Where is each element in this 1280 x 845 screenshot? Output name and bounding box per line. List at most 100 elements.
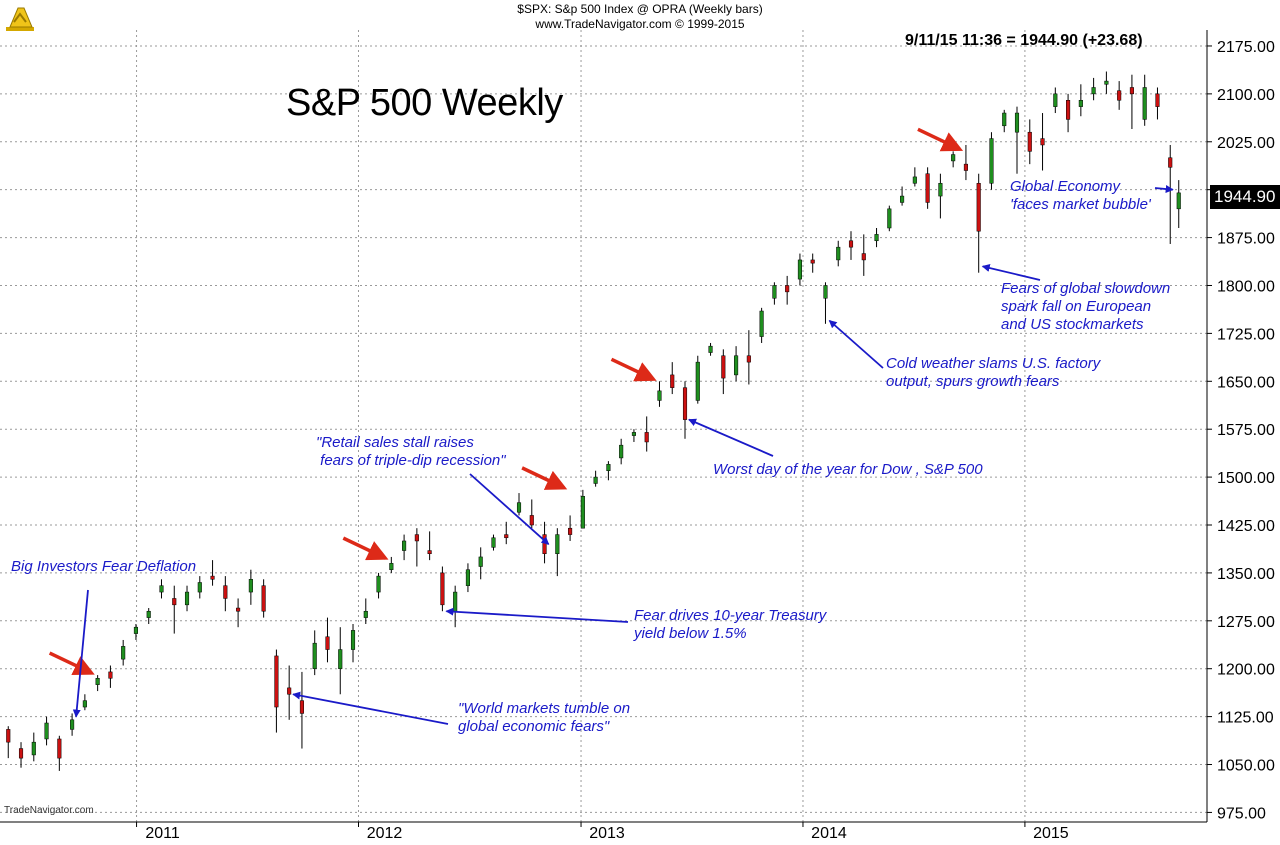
annotation-text: "World markets tumble on global economic … bbox=[458, 700, 630, 735]
candle bbox=[465, 563, 470, 593]
candle-body bbox=[797, 259, 802, 280]
red-highlight-arrow bbox=[342, 536, 389, 561]
candle bbox=[516, 493, 522, 516]
candle-body bbox=[1117, 90, 1122, 101]
candle-body bbox=[504, 534, 509, 539]
candle-body bbox=[912, 176, 917, 184]
annotation-arrow bbox=[1154, 185, 1174, 194]
annotation-arrow bbox=[469, 473, 550, 545]
candle-body bbox=[70, 719, 75, 730]
annotation-arrow bbox=[981, 264, 1041, 281]
candle-body bbox=[759, 310, 764, 337]
annotation: Fear drives 10-year Treasury yield below … bbox=[445, 607, 828, 642]
candle-body bbox=[695, 361, 700, 401]
candle bbox=[236, 598, 241, 628]
candle-body bbox=[976, 183, 981, 232]
candle bbox=[1053, 87, 1058, 114]
candle-body bbox=[121, 646, 126, 660]
candle bbox=[1104, 71, 1109, 94]
y-tick-label: 1500.00 bbox=[1217, 470, 1275, 487]
candle-body bbox=[491, 537, 496, 548]
candle bbox=[376, 572, 381, 599]
candle bbox=[1176, 180, 1181, 228]
candle bbox=[1117, 81, 1122, 110]
y-tick-label: 1575.00 bbox=[1217, 422, 1275, 439]
candle-body bbox=[721, 355, 726, 379]
candle-body bbox=[210, 575, 215, 580]
candle bbox=[593, 470, 598, 487]
candle bbox=[887, 205, 892, 232]
candle-body bbox=[325, 636, 330, 650]
candle-body bbox=[1066, 100, 1071, 120]
candle bbox=[1002, 109, 1007, 133]
candle bbox=[133, 624, 138, 640]
red-highlight-arrow bbox=[610, 357, 657, 382]
candle bbox=[108, 665, 113, 688]
candle-body bbox=[172, 598, 177, 606]
candle bbox=[95, 675, 100, 692]
x-tick-label: 2015 bbox=[1033, 825, 1069, 842]
y-tick-label: 1275.00 bbox=[1217, 614, 1275, 631]
candle-body bbox=[248, 579, 253, 593]
candle-body bbox=[848, 240, 854, 248]
annotation: Global Economy'faces market bubble' bbox=[1010, 178, 1174, 213]
y-tick-label: 1050.00 bbox=[1217, 758, 1275, 775]
candle-body bbox=[1078, 100, 1083, 107]
candle bbox=[695, 355, 700, 404]
candle-body bbox=[236, 607, 241, 612]
candle-body bbox=[82, 700, 87, 708]
candle bbox=[31, 732, 36, 762]
candle-body bbox=[593, 476, 598, 484]
candle-body bbox=[261, 585, 266, 612]
candle bbox=[810, 253, 815, 273]
candle-body bbox=[657, 390, 662, 401]
candle-body bbox=[938, 183, 943, 197]
candle-body bbox=[95, 678, 100, 685]
candle bbox=[440, 566, 445, 612]
annotation: Fears of global slowdown spark fall on Eu… bbox=[981, 264, 1170, 333]
candle bbox=[18, 742, 24, 768]
candle bbox=[900, 186, 905, 206]
candle-body bbox=[223, 585, 228, 599]
candle bbox=[70, 713, 75, 736]
candle-body bbox=[1142, 87, 1147, 120]
candle bbox=[146, 608, 151, 624]
candle-body bbox=[108, 671, 113, 679]
candle bbox=[1014, 106, 1020, 174]
candle-body bbox=[619, 444, 624, 459]
candle-body bbox=[1176, 192, 1181, 210]
candle bbox=[938, 173, 943, 219]
candle bbox=[797, 253, 802, 286]
candle-body bbox=[823, 285, 828, 299]
candle bbox=[287, 665, 292, 720]
candle bbox=[299, 671, 304, 749]
candle-body bbox=[1104, 80, 1109, 85]
annotation-arrow bbox=[445, 607, 629, 623]
y-tick-label: 1200.00 bbox=[1217, 662, 1275, 679]
candle-body bbox=[1014, 112, 1020, 133]
candle bbox=[197, 576, 202, 599]
candle bbox=[759, 307, 764, 343]
candle-body bbox=[810, 259, 815, 264]
candle-body bbox=[874, 234, 879, 242]
y-tick-label: 1875.00 bbox=[1217, 231, 1275, 248]
candle-body bbox=[6, 729, 11, 743]
candle bbox=[274, 649, 279, 733]
candle bbox=[912, 167, 917, 187]
candle bbox=[785, 275, 790, 305]
candle-body bbox=[197, 582, 202, 593]
candle-body bbox=[989, 138, 994, 184]
candle bbox=[1040, 113, 1045, 171]
candle bbox=[836, 240, 841, 267]
candle bbox=[389, 556, 394, 573]
candle bbox=[338, 627, 343, 695]
candle bbox=[734, 346, 739, 382]
candle bbox=[670, 362, 675, 395]
candle-body bbox=[1040, 138, 1045, 146]
candle bbox=[529, 499, 534, 529]
annotation-text: Global Economy'faces market bubble' bbox=[1010, 178, 1152, 213]
candle-body bbox=[1155, 93, 1160, 107]
candle-body bbox=[785, 285, 790, 293]
y-tick-label: 1800.00 bbox=[1217, 278, 1275, 295]
candle bbox=[248, 569, 253, 605]
